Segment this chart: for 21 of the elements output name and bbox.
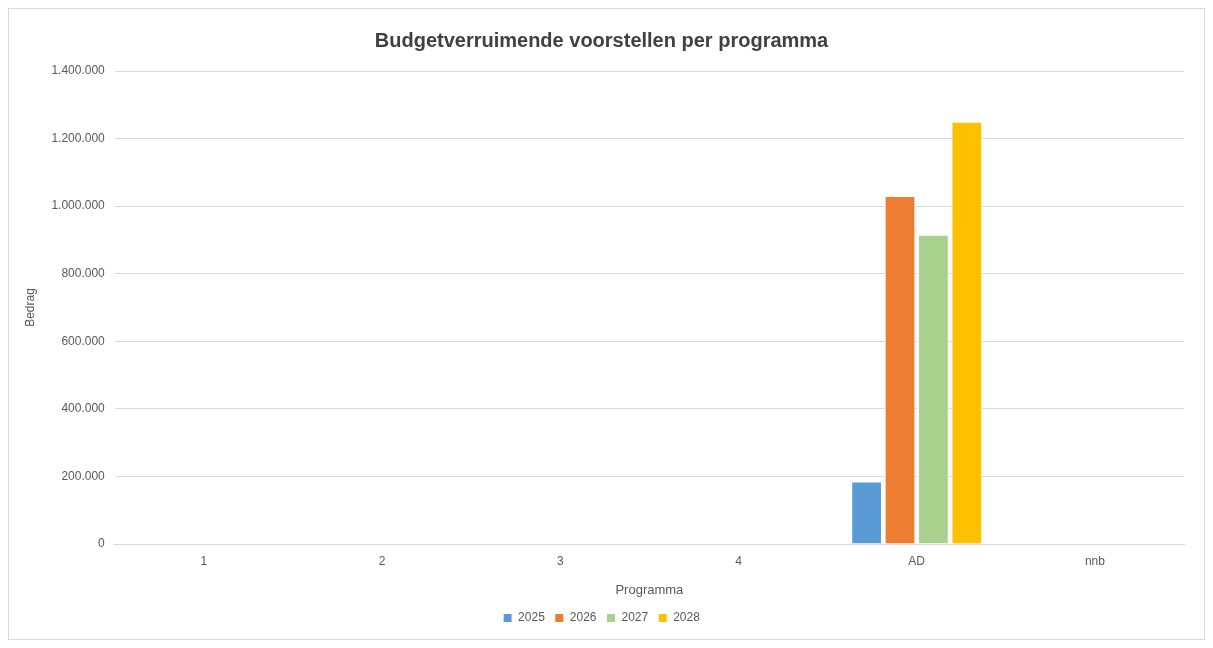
x-tick-label: nnb bbox=[1084, 553, 1106, 568]
y-axis-title: Bedrag bbox=[22, 288, 37, 327]
legend-label: 2027 bbox=[621, 610, 649, 625]
y-tick-label: 800.000 bbox=[61, 266, 106, 281]
x-tick-label: 4 bbox=[735, 553, 743, 568]
x-axis-title: Programma bbox=[615, 581, 685, 597]
y-tick-label: 1.400.000 bbox=[51, 63, 106, 78]
legend-label: 2028 bbox=[673, 610, 701, 625]
y-tick-label: 1.000.000 bbox=[51, 198, 106, 213]
x-tick-label: 1 bbox=[200, 553, 208, 568]
chart-title: Budgetverruimende voorstellen per programma bbox=[374, 28, 830, 51]
x-tick-label: AD bbox=[908, 553, 926, 568]
y-tick-label: 600.000 bbox=[61, 333, 106, 348]
x-tick-label: 2 bbox=[378, 553, 386, 568]
legend-label: 2026 bbox=[569, 610, 597, 625]
y-tick-label: 0 bbox=[98, 536, 106, 551]
y-tick-label: 1.200.000 bbox=[51, 130, 106, 145]
legend-label: 2025 bbox=[518, 610, 546, 625]
y-tick-label: 400.000 bbox=[61, 401, 106, 416]
x-tick-label: 3 bbox=[556, 553, 564, 568]
y-tick-label: 200.000 bbox=[61, 468, 106, 483]
